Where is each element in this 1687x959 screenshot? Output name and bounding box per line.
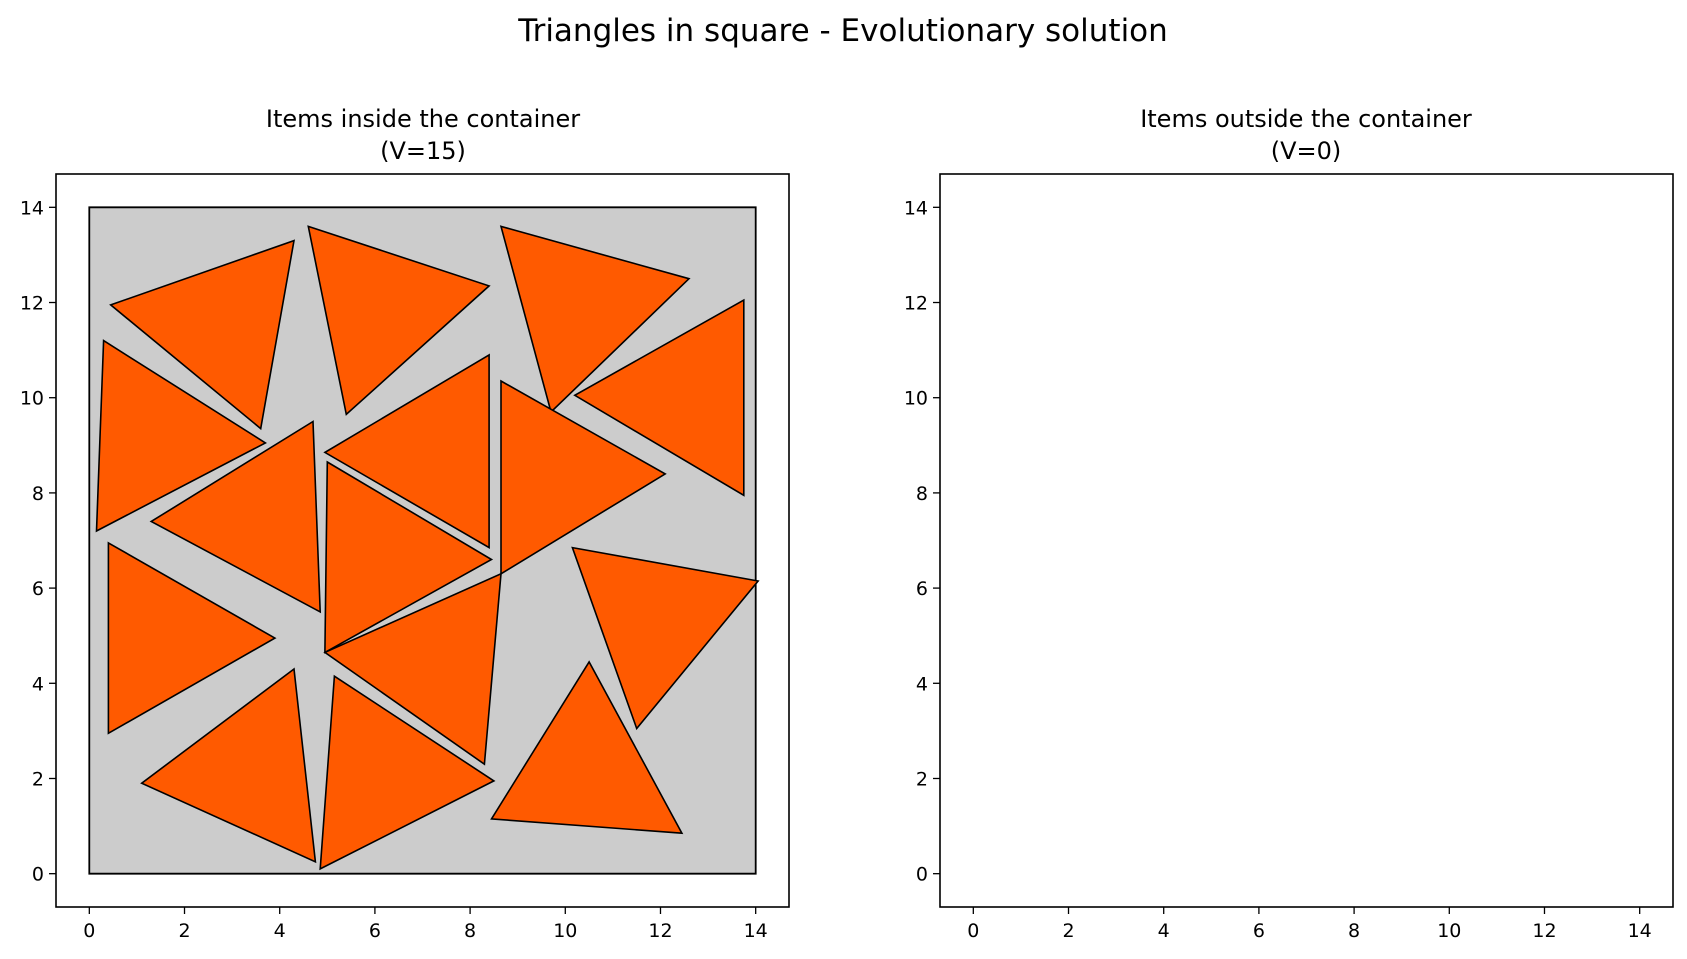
panel-outside-xtick-label: 14 <box>1628 920 1652 942</box>
panel-inside-xtick-label: 12 <box>648 920 672 942</box>
panel-inside-item-7 <box>323 353 490 549</box>
panel-outside-xtick-label: 2 <box>1062 920 1074 942</box>
panel-inside-ytick-label: 0 <box>32 864 44 886</box>
panel-inside-ytick-label: 6 <box>32 578 44 600</box>
panel-inside-item-5 <box>573 298 745 497</box>
panel-inside: Items inside the container (V=15) 0 2 4 6 8 1… <box>20 105 790 942</box>
panel-outside-ytick-label: 10 <box>904 388 928 410</box>
panel-inside-item-4 <box>95 339 268 533</box>
panel-inside-xtick-label: 6 <box>369 920 381 942</box>
panel-outside-ytick-label: 8 <box>916 483 928 505</box>
panel-outside-xtick-label: 10 <box>1437 920 1461 942</box>
panel-outside-ytick-label: 6 <box>916 578 928 600</box>
panel-outside-title-line-2: (V=0) <box>1271 137 1342 165</box>
panel-inside-xtick-label: 8 <box>464 920 476 942</box>
panel-inside-ytick-label: 4 <box>32 673 44 695</box>
panel-outside-ytick-label: 2 <box>916 768 928 790</box>
panel-outside-title-line-1: Items outside the container <box>1140 105 1472 133</box>
panel-inside-xtick-label: 10 <box>553 920 577 942</box>
panel-inside-title-line-1: Items inside the container <box>266 105 580 133</box>
panel-outside-ytick-label: 14 <box>904 197 928 219</box>
panel-inside-item-15 <box>319 674 496 871</box>
panel-inside-ytick-label: 14 <box>20 197 44 219</box>
panel-outside-xtick-label: 8 <box>1348 920 1360 942</box>
panel-outside-axes-frame <box>939 173 1674 908</box>
panel-inside-item-14 <box>140 667 317 864</box>
panel-inside-item-3 <box>499 225 691 414</box>
panel-inside-title-line-2: (V=15) <box>380 137 466 165</box>
panel-inside-item-12 <box>323 572 502 766</box>
panel-inside-item-9 <box>324 460 494 654</box>
panel-outside-ytick-label: 4 <box>916 673 928 695</box>
panel-outside-xtick-label: 0 <box>967 920 979 942</box>
panel-inside-item-6 <box>149 420 322 614</box>
panel-outside-ytick-label: 12 <box>904 293 928 315</box>
panel-inside-ytick-label: 8 <box>32 483 44 505</box>
panel-inside-item-13 <box>490 660 684 835</box>
panel-outside-ytick-label: 0 <box>916 864 928 886</box>
panel-outside: Items outside the container (V=0) 0 2 4 6 8 1… <box>904 105 1674 942</box>
panel-outside-xtick-label: 12 <box>1532 920 1556 942</box>
panel-inside-item-1 <box>109 239 296 431</box>
panel-outside-xtick-label: 6 <box>1253 920 1265 942</box>
panel-inside-item-10 <box>107 541 277 735</box>
panel-inside-item-2 <box>307 225 491 416</box>
panel-inside-item-8 <box>500 379 667 576</box>
panel-inside-xtick-label: 0 <box>83 920 95 942</box>
panel-inside-xtick-label: 4 <box>274 920 286 942</box>
panel-inside-xtick-label: 14 <box>744 920 768 942</box>
panel-inside-ytick-label: 10 <box>20 388 44 410</box>
figure-title: Triangles in square - Evolutionary solut… <box>517 13 1168 49</box>
panel-inside-ytick-label: 12 <box>20 293 44 315</box>
panel-outside-xtick-label: 4 <box>1158 920 1170 942</box>
panel-inside-item-11 <box>571 546 760 731</box>
panel-outside-plot-area: 0 2 4 6 8 10 12 14 0 2 4 6 8 10 12 14 <box>904 173 1674 942</box>
panel-inside-xtick-label: 2 <box>178 920 190 942</box>
panel-inside-axes-frame <box>55 173 790 908</box>
panel-inside-plot-area: 0 2 4 6 8 10 12 14 0 2 4 6 8 10 12 14 <box>20 173 790 942</box>
panel-inside-ytick-label: 2 <box>32 768 44 790</box>
